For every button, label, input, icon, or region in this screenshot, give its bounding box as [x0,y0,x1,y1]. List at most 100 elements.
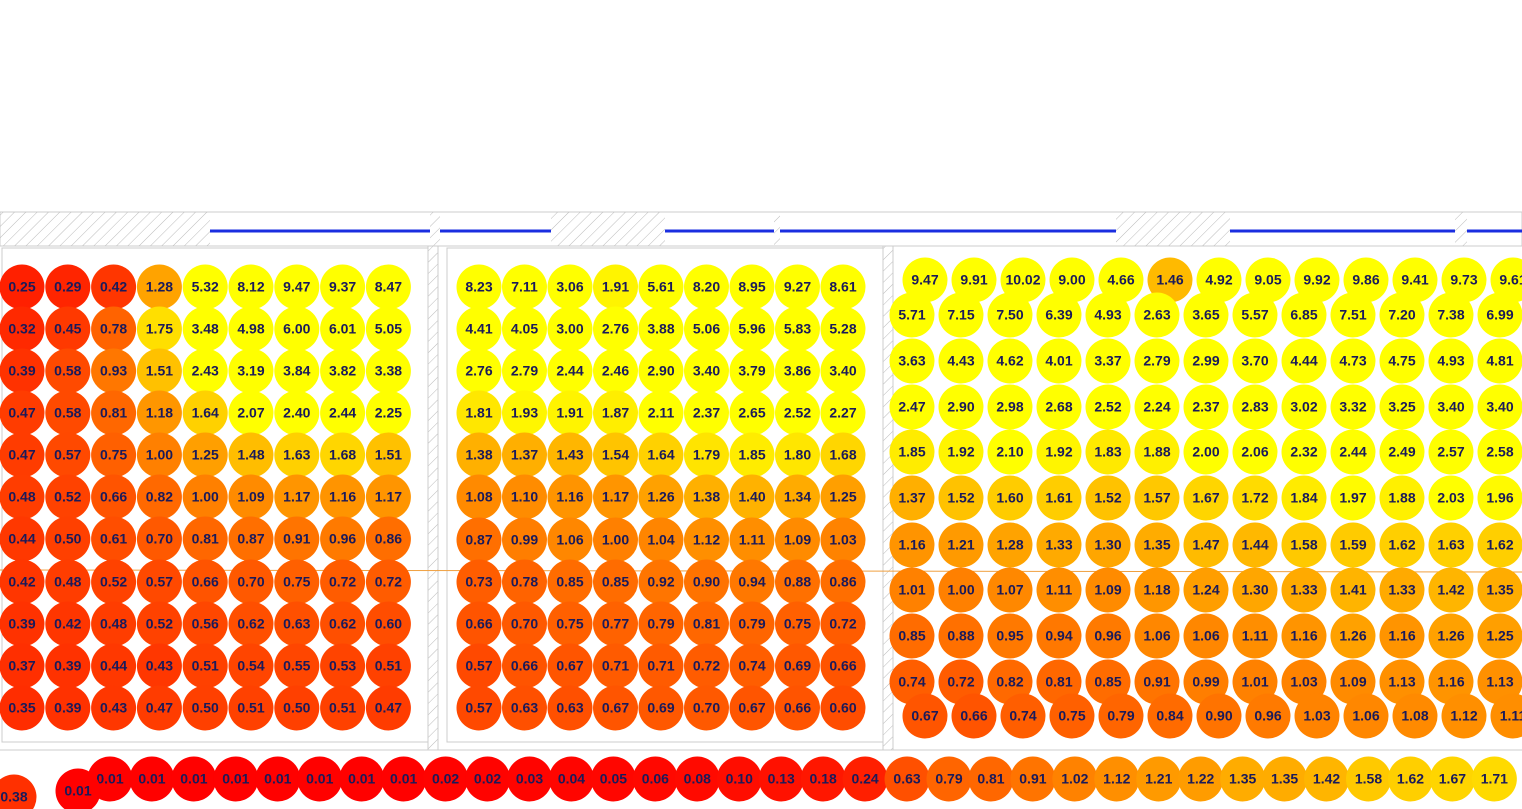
grid-point [182,685,228,731]
value-label: 2.46 [602,363,629,379]
value-label: 1.09 [784,532,811,548]
value-label: 0.63 [893,771,920,787]
value-label: 1.16 [329,489,356,505]
value-label: 1.51 [146,363,173,379]
grid-point [320,432,366,478]
value-label: 1.44 [1241,537,1268,553]
value-label: 0.44 [8,531,35,547]
value-label: 0.94 [738,574,765,590]
value-label: 9.73 [1450,272,1477,288]
value-label: 1.17 [283,489,310,505]
grid-point [45,432,91,478]
grid-point [1392,693,1438,739]
grid-point [1477,292,1522,338]
grid-point [1134,522,1180,568]
value-label: 2.24 [1143,399,1170,415]
value-label: 1.12 [693,532,720,548]
value-label: 1.43 [556,447,583,463]
value-label: 1.38 [693,489,720,505]
value-label: 0.62 [237,616,264,632]
grid-point [1441,257,1487,303]
grid-point [1330,659,1376,705]
grid-point [456,306,502,352]
value-label: 0.66 [511,658,538,674]
grid-point [456,559,502,605]
grid-point [365,559,411,605]
value-label: 5.32 [192,279,219,295]
grid-point [1085,384,1131,430]
value-label: 2.98 [996,399,1023,415]
grid-point [938,522,984,568]
value-label: 1.13 [1388,674,1415,690]
grid-point [1428,338,1474,384]
value-label: 1.96 [1486,490,1513,506]
grid-point [938,292,984,338]
value-label: 0.66 [960,708,987,724]
value-label: 9.91 [960,272,987,288]
value-label: 6.39 [1045,307,1072,323]
value-label: 1.62 [1388,537,1415,553]
value-label: 0.52 [54,489,81,505]
grid-point [182,306,228,352]
value-label: 1.13 [1486,674,1513,690]
value-label: 0.44 [100,658,127,674]
value-label: 1.30 [1094,537,1121,553]
value-label: 1.88 [1388,490,1415,506]
grid-point [136,306,182,352]
value-label: 1.28 [146,279,173,295]
value-label: 1.21 [1145,771,1172,787]
value-label: 9.61 [1499,272,1522,288]
grid-point [228,559,274,605]
value-label: 0.96 [1254,708,1281,724]
grid-point [320,643,366,689]
grid-point [1134,613,1180,659]
grid-point [136,432,182,478]
value-label: 5.05 [375,321,402,337]
value-label: 1.16 [898,537,925,553]
value-label: 1.42 [1313,771,1340,787]
grid-point [1049,257,1095,303]
value-label: 0.02 [432,771,459,787]
value-label: 1.59 [1339,537,1366,553]
grid-point [45,390,91,436]
grid-point [1330,522,1376,568]
grid-point [684,474,729,520]
grid-point [729,264,775,310]
grid-point [884,756,930,802]
value-label: 1.54 [602,447,629,463]
value-label: 1.38 [465,447,492,463]
value-label: 1.33 [1290,582,1317,598]
grid-point [1232,292,1278,338]
value-label: 3.88 [647,321,674,337]
value-label: 1.21 [947,537,974,553]
grid-point [1232,567,1278,613]
grid-point [91,601,137,647]
value-label: 1.62 [1397,771,1424,787]
value-label: 1.40 [738,489,765,505]
value-label: 0.84 [1156,708,1183,724]
grid-point [1477,475,1522,521]
grid-point [938,659,984,705]
value-label: 8.95 [738,279,765,295]
grid-point [902,693,948,739]
value-label: 0.58 [54,363,81,379]
grid-point [1471,756,1517,802]
grid-point [1036,659,1082,705]
grid-point [1428,429,1474,475]
value-label: 3.37 [1094,353,1121,369]
grid-point [902,257,948,303]
grid-point [365,348,411,394]
value-label: 0.03 [516,771,543,787]
grid-point [1379,567,1425,613]
grid-point [136,390,182,436]
value-label: 1.68 [829,447,856,463]
value-label: 0.51 [237,700,264,716]
grid-point [593,559,638,605]
grid-point [456,264,502,310]
value-label: 1.11 [1046,582,1073,598]
value-label: 1.83 [1094,444,1121,460]
value-label: 0.72 [947,674,974,690]
grid-point [1330,613,1376,659]
value-label: 0.78 [511,574,538,590]
